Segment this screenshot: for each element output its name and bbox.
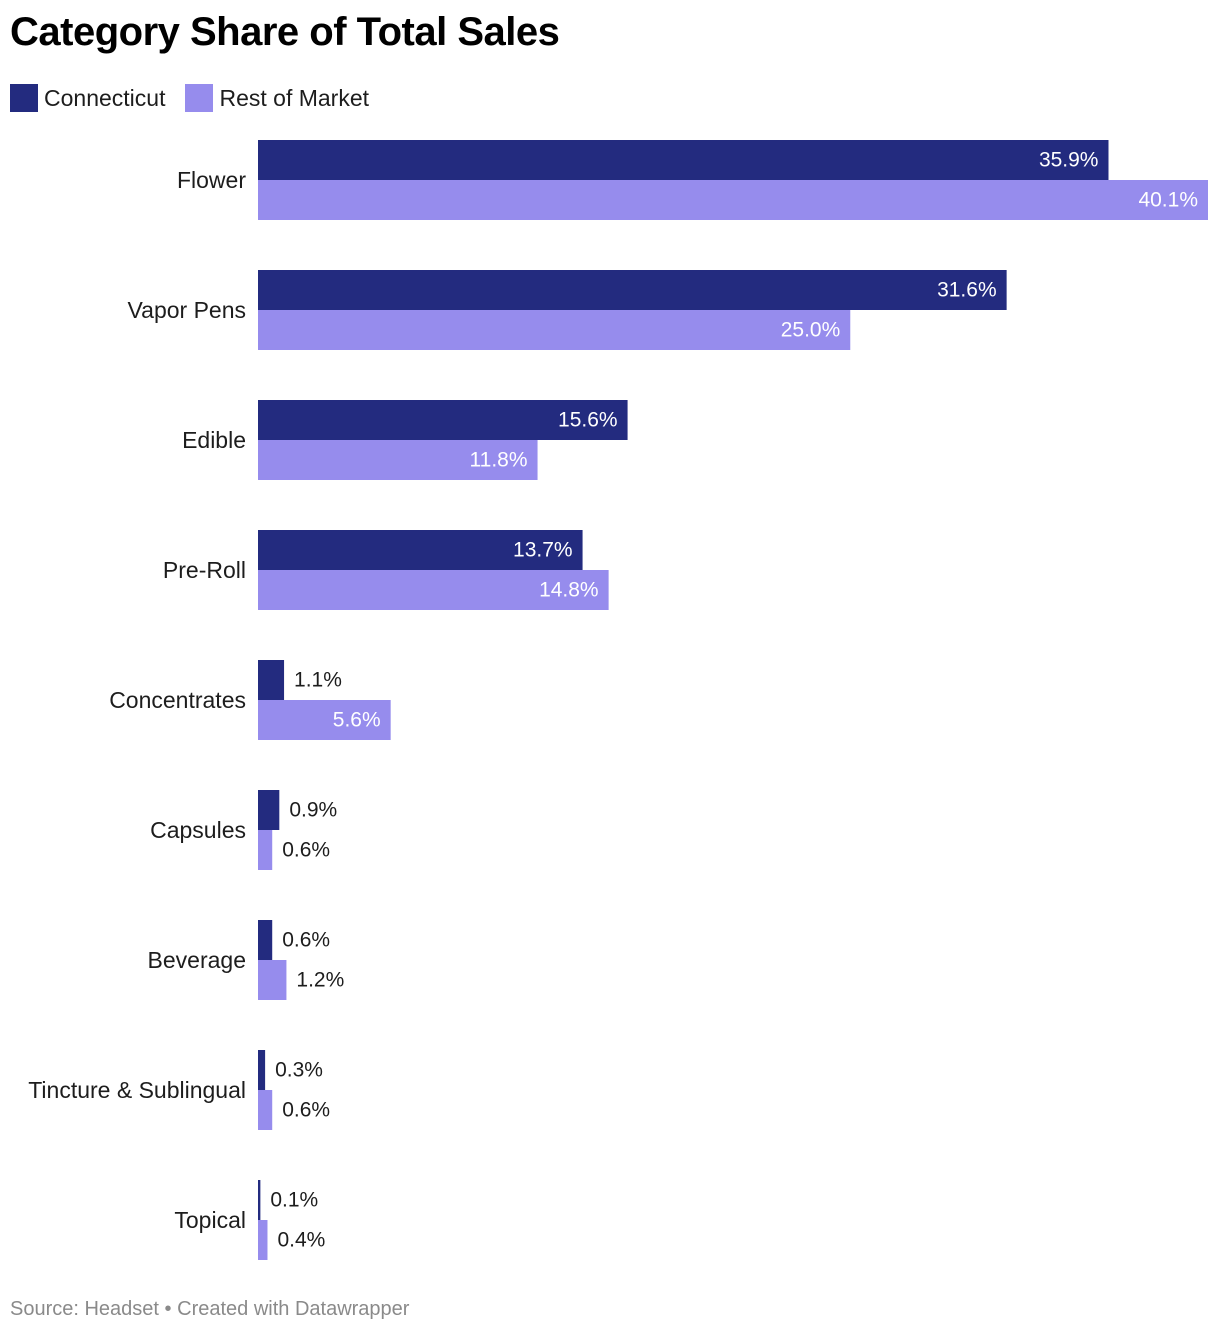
value-label-rest-of-market-topical: 0.4% [277,1229,325,1252]
bar-connecticut-vapor-pens [258,270,1007,310]
value-label-rest-of-market-tincture-sublingual: 0.6% [282,1099,330,1122]
bar-rest-of-market-topical [258,1220,268,1260]
category-label-vapor-pens: Vapor Pens [128,297,246,323]
chart-footer: Source: Headset • Created with Datawrapp… [10,1298,409,1321]
bar-rest-of-market-pre-roll [258,570,609,610]
category-label-capsules: Capsules [150,817,246,843]
category-label-edible: Edible [182,427,246,453]
bar-connecticut-tincture-sublingual [258,1050,266,1090]
value-label-connecticut-beverage: 0.6% [282,929,330,952]
value-label-connecticut-topical: 0.1% [270,1189,318,1212]
value-label-rest-of-market-edible: 11.8% [470,449,528,472]
value-label-rest-of-market-flower: 40.1% [1138,189,1198,212]
category-label-concentrates: Concentrates [109,687,246,713]
bar-connecticut-beverage [258,920,273,960]
bar-rest-of-market-tincture-sublingual [258,1090,273,1130]
chart-title: Category Share of Total Sales [10,10,560,54]
credit-note: Created with Datawrapper [177,1298,410,1320]
bar-rest-of-market-capsules [258,830,273,870]
value-label-connecticut-edible: 15.6% [558,409,618,432]
bar-chart: Flower 35.9% 40.1% Vapor Pens 31.6% 25.0% Edib… [28,140,1208,1260]
source-note: Source: Headset [10,1298,159,1320]
bar-rest-of-market-concentrates [258,700,391,740]
value-label-rest-of-market-beverage: 1.2% [296,969,344,992]
value-label-connecticut-vapor-pens: 31.6% [937,279,997,302]
legend-swatch-connecticut [10,84,38,112]
bar-connecticut-topical [258,1180,261,1220]
value-label-connecticut-flower: 35.9% [1039,149,1099,172]
bar-rest-of-market-vapor-pens [258,310,851,350]
bar-connecticut-pre-roll [258,530,583,570]
bar-rest-of-market-beverage [258,960,287,1000]
value-label-connecticut-pre-roll: 13.7% [513,539,573,562]
bar-connecticut-capsules [258,790,280,830]
value-label-rest-of-market-pre-roll: 14.8% [539,579,599,602]
category-label-beverage: Beverage [148,947,246,973]
value-label-connecticut-capsules: 0.9% [289,799,337,822]
value-label-rest-of-market-concentrates: 5.6% [333,709,381,732]
category-label-tincture-sublingual: Tincture & Sublingual [28,1077,246,1103]
value-label-connecticut-tincture-sublingual: 0.3% [275,1059,323,1082]
legend-swatch-rest-of-market [185,84,214,112]
legend-item-rest-of-market: Rest of Market [185,84,369,112]
value-label-rest-of-market-capsules: 0.6% [282,839,330,862]
legend-label-connecticut: Connecticut [44,84,166,111]
value-label-rest-of-market-vapor-pens: 25.0% [781,319,841,342]
category-label-flower: Flower [177,167,246,193]
chart-legend: Connecticut Rest of Market [10,84,389,112]
bar-connecticut-edible [258,400,628,440]
bar-connecticut-flower [258,140,1109,180]
bar-connecticut-concentrates [258,660,285,700]
category-label-pre-roll: Pre-Roll [163,557,246,583]
legend-label-rest-of-market: Rest of Market [219,84,370,111]
legend-item-connecticut: Connecticut [10,84,165,112]
bar-rest-of-market-flower [258,180,1208,220]
bar-rest-of-market-edible [258,440,538,480]
category-label-topical: Topical [174,1207,246,1233]
value-label-connecticut-concentrates: 1.1% [294,669,342,692]
footer-separator: • [164,1298,172,1320]
